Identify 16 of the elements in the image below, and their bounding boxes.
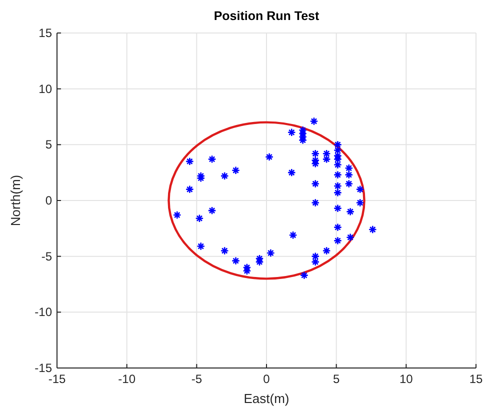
- y-tick-label: 0: [45, 194, 52, 208]
- y-tick-label: 5: [45, 138, 52, 152]
- y-tick-label: -15: [34, 361, 52, 375]
- chart-title: Position Run Test: [214, 9, 320, 23]
- x-tick-label: 15: [469, 372, 483, 386]
- y-tick-label: 15: [38, 26, 52, 40]
- x-tick-label: 10: [399, 372, 414, 386]
- y-tick-label: -5: [41, 249, 52, 264]
- x-tick-label: -5: [191, 372, 202, 386]
- x-tick-label: 5: [332, 372, 340, 386]
- x-tick-label: -10: [118, 372, 136, 386]
- x-tick-label: 0: [263, 372, 270, 386]
- y-axis-title: North(m): [8, 174, 23, 226]
- y-tick-label: -10: [34, 305, 52, 320]
- x-axis-title: East(m): [244, 391, 290, 406]
- y-tick-label: 10: [38, 82, 52, 96]
